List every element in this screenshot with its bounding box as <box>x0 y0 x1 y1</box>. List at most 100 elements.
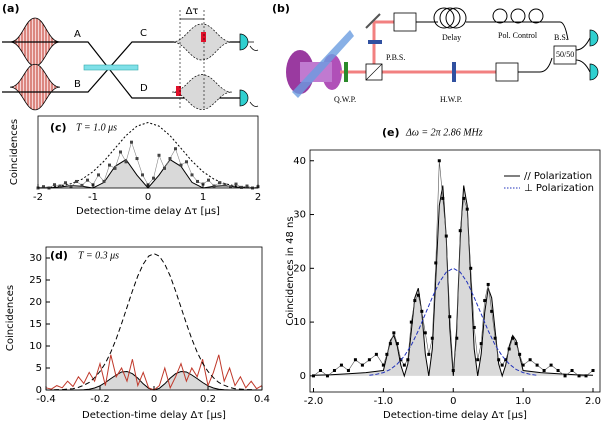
data-point <box>339 363 343 367</box>
data-point <box>493 336 497 340</box>
data-point <box>518 352 522 356</box>
delay-label: Δτ <box>186 6 199 17</box>
component-label: H.W.P. <box>440 95 462 104</box>
fiber <box>575 37 591 73</box>
data-point <box>577 374 581 378</box>
data-point <box>360 363 364 367</box>
data-point <box>469 266 473 270</box>
data-point <box>455 336 459 340</box>
data-point <box>163 166 166 170</box>
data-point <box>97 173 100 177</box>
data-point <box>448 315 452 319</box>
data-point <box>223 183 227 187</box>
data-point <box>196 179 199 183</box>
series-line <box>313 185 594 378</box>
x-tick-label: 1.0 <box>515 396 531 407</box>
x-tick-label: 1 <box>200 192 206 203</box>
detector <box>589 29 599 47</box>
data-point <box>476 358 480 362</box>
data-point <box>511 336 515 340</box>
data-point <box>497 358 501 362</box>
x-tick-label: -0.4 <box>36 394 56 405</box>
diagram-b: (b) Delay Pol. Control B.S. 50/50 P.B.S. <box>272 2 599 104</box>
data-point <box>490 309 494 313</box>
component-label: Q.W.P. <box>334 95 356 104</box>
legend-label: ⊥ Polarization <box>524 183 594 194</box>
data-point <box>434 261 438 265</box>
data-point <box>174 147 177 151</box>
qwp <box>344 62 348 82</box>
series-line <box>37 141 259 189</box>
data-point <box>207 178 210 182</box>
component-label: Pol. Control <box>498 31 538 40</box>
data-point <box>245 184 249 188</box>
panel-label: (c) <box>50 121 67 134</box>
component-label: P.B.S. <box>386 53 405 62</box>
panel-label: (d) <box>50 249 68 262</box>
y-axis-label: Coincidences <box>5 285 16 351</box>
data-point <box>483 299 487 303</box>
x-tick-label: 0 <box>145 192 151 203</box>
data-point <box>86 178 89 182</box>
data-point <box>542 368 546 372</box>
data-point <box>409 320 413 324</box>
chart-title: Δω = 2π 2.86 MHz <box>405 127 483 138</box>
chart-title: T = 1.0 μs <box>76 122 117 133</box>
data-point <box>402 363 406 367</box>
area <box>313 185 593 376</box>
data-point <box>385 352 389 356</box>
port-label: A <box>74 29 81 40</box>
data-point <box>514 342 518 346</box>
x-axis-label: Detection-time delay Δτ [μs] <box>82 410 226 421</box>
data-point <box>528 358 532 362</box>
y-tick-label: 5 <box>36 363 42 374</box>
y-axis-label: Coincidences in 48 ns <box>285 216 296 325</box>
data-point <box>504 358 508 362</box>
data-point <box>318 368 322 372</box>
data-point <box>212 184 216 188</box>
mirror <box>365 13 381 29</box>
y-tick-label: 15 <box>29 319 42 330</box>
data-point <box>406 358 410 362</box>
y-tick-label: 20 <box>293 263 306 274</box>
data-point <box>465 207 469 211</box>
data-point <box>218 181 221 185</box>
data-point <box>437 159 441 163</box>
data-point <box>367 358 371 362</box>
data-point <box>500 363 504 367</box>
x-tick-label: -0.2 <box>90 394 110 405</box>
data-point <box>395 342 399 346</box>
data-point <box>462 196 466 200</box>
data-point <box>584 374 588 378</box>
plot-frame <box>37 115 259 189</box>
x-tick-label: -2.0 <box>304 396 324 407</box>
x-tick-label: 2 <box>255 192 261 203</box>
data-point <box>441 196 445 200</box>
data-point <box>130 140 133 144</box>
data-point <box>451 368 455 372</box>
data-point <box>64 181 67 185</box>
hwp <box>452 62 456 82</box>
data-point <box>102 179 106 183</box>
data-point <box>190 173 194 177</box>
y-tick-label: 40 <box>293 156 306 167</box>
beam-splitter <box>83 64 139 71</box>
series-line <box>369 267 538 376</box>
data-point <box>430 336 434 340</box>
data-point <box>556 368 560 372</box>
fiber <box>466 21 569 73</box>
data-point <box>416 293 420 297</box>
panel-label: (e) <box>382 126 400 139</box>
x-axis-label: Detection-time delay Δτ [μs] <box>76 206 220 217</box>
x-tick-label: -1 <box>88 192 98 203</box>
data-point <box>80 183 84 187</box>
data-point <box>332 368 336 372</box>
data-point <box>135 157 139 161</box>
fiber-bs <box>553 45 577 65</box>
data-point <box>119 150 122 154</box>
data-point <box>346 368 350 372</box>
data-point <box>392 331 396 335</box>
port-label: C <box>140 28 147 39</box>
fiber-coupler <box>495 62 519 82</box>
